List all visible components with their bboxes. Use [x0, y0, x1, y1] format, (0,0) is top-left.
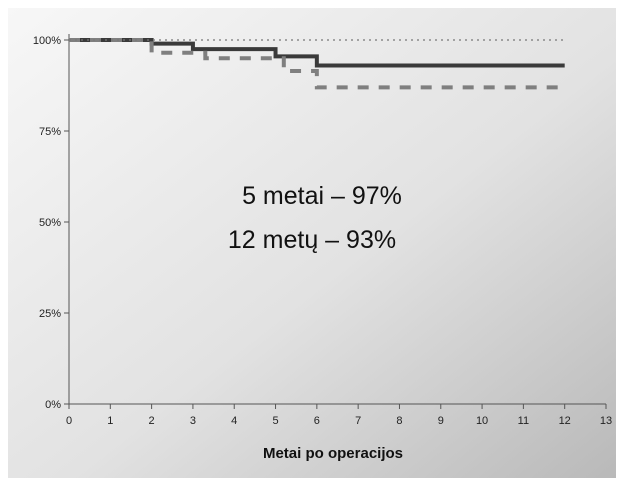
x-tick-label: 10	[476, 415, 488, 427]
x-tick-label: 6	[314, 415, 320, 427]
x-tick-label: 5	[272, 415, 278, 427]
x-tick-label: 2	[149, 415, 155, 427]
y-tick-label: 75%	[39, 126, 61, 138]
x-tick-label: 7	[355, 415, 361, 427]
x-tick-label: 9	[438, 415, 444, 427]
y-tick-label: 100%	[33, 35, 61, 47]
annotation-12-year: 12 metų – 93%	[228, 226, 396, 254]
x-axis-title: Metai po operacijos	[263, 445, 403, 462]
x-tick-label: 13	[600, 415, 612, 427]
y-tick-label: 25%	[39, 308, 61, 320]
y-tick-label: 0%	[45, 399, 61, 411]
x-tick-label: 4	[231, 415, 237, 427]
x-tick-label: 8	[396, 415, 402, 427]
x-tick-label: 12	[559, 415, 571, 427]
y-tick-label: 50%	[39, 217, 61, 229]
x-tick-label: 1	[107, 415, 113, 427]
survival-curve-dashed	[69, 38, 565, 90]
annotation-5-year: 5 metai – 97%	[242, 182, 402, 210]
x-tick-label: 0	[66, 415, 72, 427]
x-tick-label: 11	[518, 415, 529, 427]
x-tick-label: 3	[190, 415, 196, 427]
